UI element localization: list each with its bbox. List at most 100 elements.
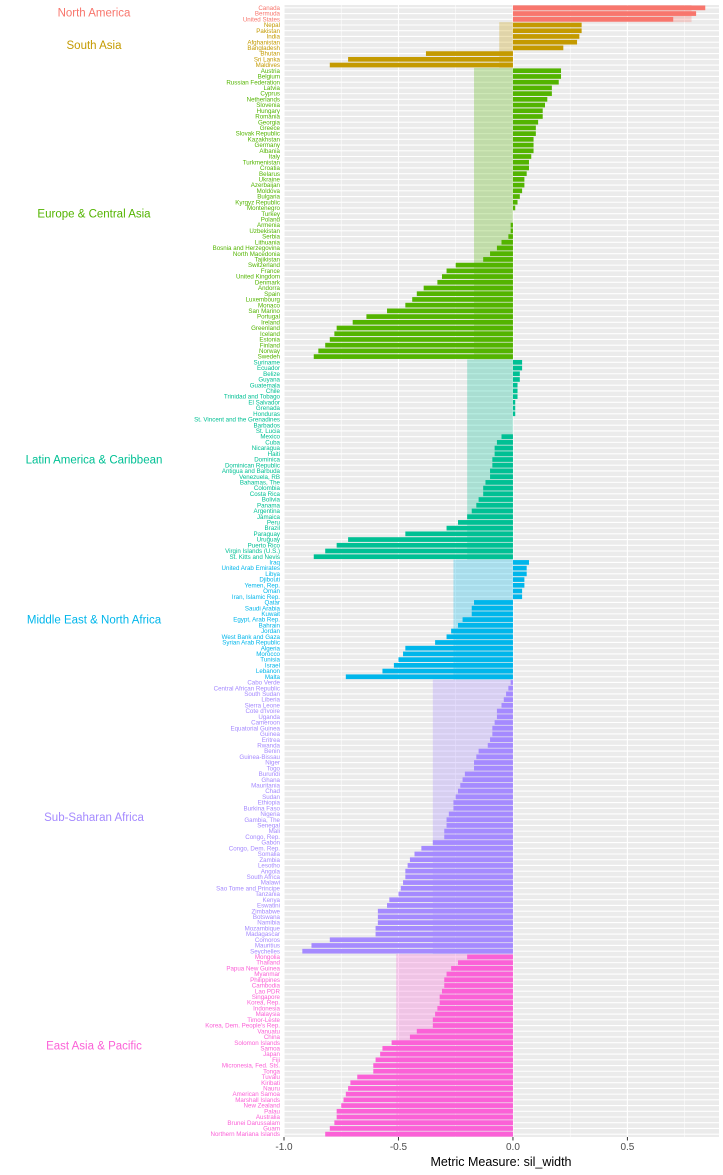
country-label: Turkey (261, 211, 281, 218)
country-label: Japan (263, 1051, 280, 1058)
country-label: Libya (265, 571, 280, 578)
bar-morocco (403, 651, 513, 657)
country-label: Burkina Faso (244, 805, 281, 812)
bar-syrian-arab-republic (435, 640, 513, 645)
country-label: Northern Mariana Islands (211, 1131, 280, 1138)
bar-new-zealand (341, 1103, 513, 1108)
country-label: Finland (260, 342, 281, 349)
bar-somalia (414, 851, 513, 857)
bar-guinea (492, 731, 513, 737)
country-label: Rwanda (257, 742, 280, 749)
bar-haiti (494, 451, 513, 457)
bar-indonesia (437, 1006, 513, 1011)
bar-madagascar (375, 931, 513, 937)
bar-botswana (377, 914, 513, 920)
country-label: Argentina (254, 508, 281, 515)
bar-afghanistan (512, 39, 578, 45)
bar-pakistan (512, 28, 582, 34)
country-label: Tunisia (260, 657, 280, 664)
bar-slovenia (512, 102, 545, 108)
bar-vanuatu (416, 1028, 513, 1034)
bar-iran-islamic-rep- (512, 594, 523, 600)
country-label: Micronesia, Fed. Sts. (222, 1063, 280, 1070)
country-label: Latvia (263, 85, 280, 92)
bar-latvia (512, 85, 552, 91)
country-label: Serbia (262, 234, 280, 241)
country-label: Cabo Verde (247, 680, 280, 687)
country-label: Venezuela, RB (239, 474, 280, 481)
bar-suriname (512, 359, 523, 365)
country-label: Guatemala (250, 382, 281, 389)
country-label: Korea, Dem. People's Rep. (205, 1023, 280, 1030)
country-label: Equatorial Guinea (230, 725, 280, 732)
bar-kuwait (471, 611, 513, 617)
bar-west-bank-and-gaza (446, 634, 513, 640)
bar-samoa (382, 1046, 513, 1051)
country-label: Senegal (257, 823, 280, 830)
country-label: El Salvador (248, 399, 280, 406)
bar-timor-leste (432, 1017, 513, 1023)
bar-malaysia (435, 1011, 513, 1017)
x-tick-label: 0.5 (620, 1142, 634, 1153)
country-label: Portugal (257, 314, 280, 321)
country-label: Ukraine (259, 176, 281, 183)
bar-palau (336, 1108, 513, 1114)
country-label: Brunei Darussalam (227, 1120, 280, 1127)
country-label: Korea, Rep. (247, 1000, 280, 1007)
bar-solomon-islands (391, 1040, 513, 1046)
country-label: Bosnia and Herzegovina (213, 245, 281, 252)
group-label: South Asia (67, 40, 123, 52)
country-label: Morocco (256, 651, 280, 658)
bar-nepal (512, 22, 582, 28)
bar-albania (512, 148, 534, 154)
bar-south-africa (405, 874, 513, 880)
bar-mongolia (467, 954, 513, 960)
bar-guinea-bissau (476, 754, 513, 760)
bar-trinidad-and-tobago (512, 394, 518, 399)
country-label: Albania (259, 148, 280, 155)
country-label: Myanmar (254, 971, 280, 978)
bar-cabo-verde (510, 680, 513, 685)
country-label: Poland (261, 216, 281, 223)
bar-cyprus (512, 91, 552, 96)
bar-el-salvador (512, 399, 516, 405)
bar-slovak-republic (512, 131, 536, 136)
country-label: Slovak Republic (236, 131, 280, 138)
bar-maldives (329, 62, 513, 68)
bar-panama (476, 502, 513, 508)
bar-austria (512, 68, 562, 74)
country-label: Belarus (259, 171, 280, 178)
bar-korea-dem-people-s-rep- (432, 1023, 513, 1028)
country-label: Colombia (254, 485, 281, 492)
bar-lao-pdr (441, 988, 513, 994)
bar-hungary (512, 108, 543, 114)
bar-rwanda (487, 743, 513, 748)
country-label: Virgin Islands (U.S.) (225, 548, 280, 555)
country-label: Dominican Republic (225, 462, 280, 469)
bar-congo-dem-rep- (421, 845, 513, 851)
country-label: Guyana (258, 377, 280, 384)
country-label: Lebanon (256, 668, 281, 675)
country-label: Bahrain (259, 622, 281, 629)
bar-lebanon (382, 668, 513, 674)
country-label: Slovenia (256, 102, 280, 109)
country-label: Kazakhstan (248, 136, 281, 143)
country-label: Dominica (254, 457, 280, 464)
country-label: Philippines (250, 977, 280, 984)
country-label: Mauritius (255, 943, 280, 950)
country-label: Israel (265, 662, 280, 669)
bar-jordan (451, 628, 513, 634)
country-label: Cambodia (252, 983, 281, 990)
country-label: Estonia (259, 337, 280, 344)
bar-zimbabwe (377, 908, 513, 914)
country-label: Malaysia (256, 1011, 281, 1018)
country-label: New Zealand (244, 1103, 281, 1110)
bar-ireland (352, 319, 513, 325)
bar-eritrea (490, 737, 513, 743)
country-label: Tonga (263, 1068, 280, 1075)
country-label: Guinea (260, 731, 281, 738)
country-label: Saudi Arabia (245, 605, 281, 612)
bar-oman (512, 588, 523, 594)
country-label: Uruguay (257, 537, 281, 544)
